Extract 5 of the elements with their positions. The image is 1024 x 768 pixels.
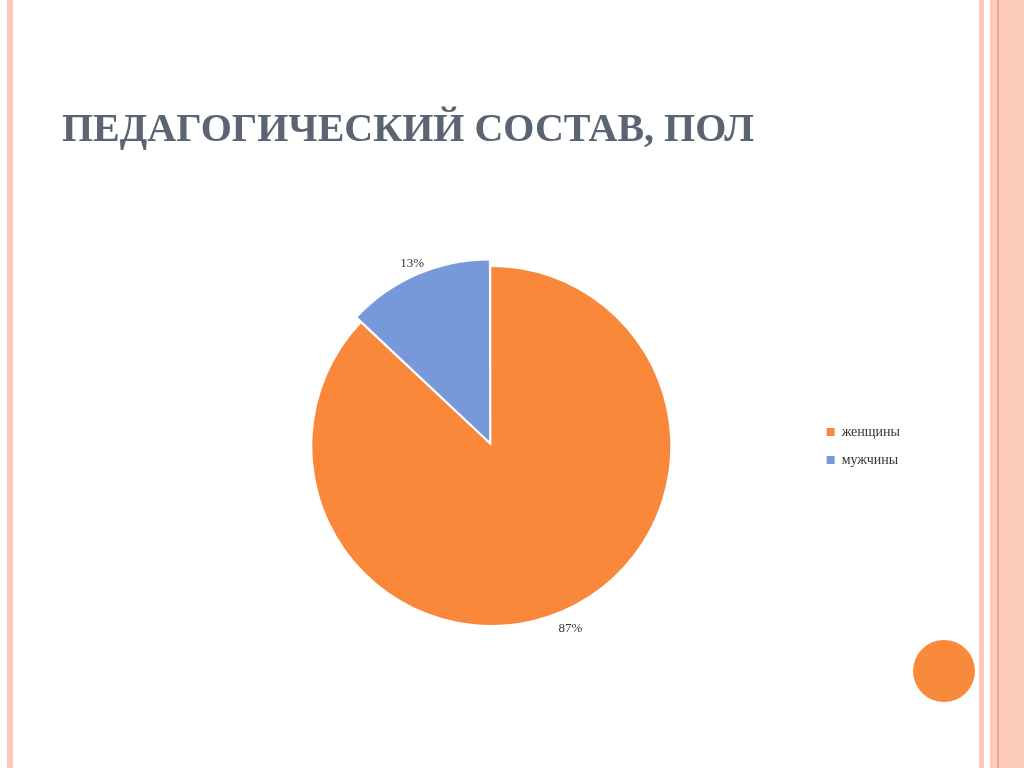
legend-label: мужчины [841, 451, 899, 467]
chart-title: ПЕДАГОГИЧЕСКИЙ СОСТАВ, ПОЛ [62, 104, 755, 151]
data-label: 87% [558, 620, 583, 636]
data-label: 13% [400, 254, 425, 270]
legend-label: женщины [840, 423, 901, 439]
